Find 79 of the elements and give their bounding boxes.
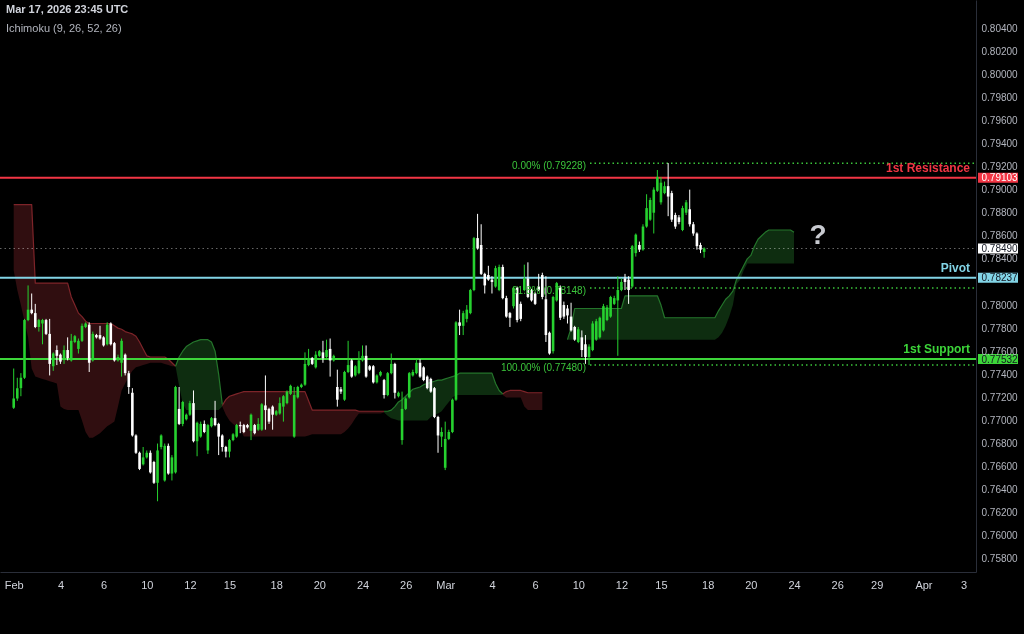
y-tick-label: 0.79400 xyxy=(981,137,1019,149)
x-tick-label: 6 xyxy=(101,578,108,591)
y-tick-label: 0.78000 xyxy=(981,299,1019,311)
x-tick-label: 15 xyxy=(655,578,668,591)
candlestick xyxy=(627,275,630,305)
y-tick-label: 0.78237 xyxy=(981,272,1019,284)
x-tick-label: 10 xyxy=(572,578,585,591)
x-tick-label: Mar xyxy=(436,578,456,591)
candlestick xyxy=(389,353,393,375)
x-tick-label: 20 xyxy=(313,578,326,591)
x-tick-label: 6 xyxy=(532,578,539,591)
y-tick-label: 0.76400 xyxy=(981,484,1019,496)
y-tick-label: 0.75800 xyxy=(981,553,1019,565)
x-tick-label: 12 xyxy=(184,578,197,591)
y-tick-label: 0.79200 xyxy=(981,161,1019,173)
y-tick-label: 0.76000 xyxy=(981,530,1019,542)
candlestick xyxy=(16,377,19,402)
y-tick-label: 0.77000 xyxy=(981,414,1019,426)
x-tick-label: 10 xyxy=(141,578,154,591)
y-tick-label: 0.76600 xyxy=(981,461,1019,473)
y-tick-label: 0.78490 xyxy=(981,242,1019,254)
candlestick xyxy=(458,309,461,336)
candlestick xyxy=(30,293,33,315)
candlestick xyxy=(336,369,339,408)
candlestick xyxy=(51,351,55,372)
candlestick xyxy=(12,368,15,410)
x-tick-label: 24 xyxy=(356,578,370,591)
y-tick-label: 0.76800 xyxy=(981,438,1019,450)
x-tick-label: 29 xyxy=(871,578,884,591)
y-tick-label: 0.78400 xyxy=(981,253,1019,265)
y-tick-label: 0.80000 xyxy=(981,68,1019,80)
candlestick xyxy=(33,303,37,329)
candlestick xyxy=(271,404,274,431)
x-tick-label: 4 xyxy=(57,578,65,591)
x-tick-label: Feb xyxy=(4,578,24,591)
y-tick-label: 0.79000 xyxy=(981,184,1019,196)
annotation: ? xyxy=(809,219,827,250)
y-tick-label: 0.77532 xyxy=(981,353,1019,365)
candlestick xyxy=(584,334,587,365)
y-tick-label: 0.78800 xyxy=(981,207,1019,219)
x-tick-label: 26 xyxy=(831,578,844,591)
candlestick xyxy=(609,295,612,319)
y-tick-label: 0.79600 xyxy=(981,114,1019,126)
ref-line-label: 0.00% (0.79228) xyxy=(512,160,586,172)
candlestick xyxy=(120,338,123,378)
y-tick-label: 0.79800 xyxy=(981,91,1019,103)
y-tick-label: 0.80400 xyxy=(981,22,1019,34)
ref-line-label: 100.00% (0.77480) xyxy=(500,362,586,374)
y-tick-label: 0.79103 xyxy=(981,172,1019,184)
y-tick-label: 0.77400 xyxy=(981,368,1019,380)
candlestick xyxy=(325,339,328,359)
ref-line-label: Pivot xyxy=(940,260,970,275)
x-tick-label: 12 xyxy=(615,578,629,591)
y-tick-label: 0.77800 xyxy=(981,322,1019,334)
x-tick-label: 18 xyxy=(702,578,715,591)
text: Ichimoku (9, 26, 52, 26) xyxy=(6,22,122,34)
x-tick-label: Apr xyxy=(915,578,933,591)
x-tick-label: 3 xyxy=(960,578,968,591)
candlestick xyxy=(494,265,497,289)
y-tick-label: 0.78600 xyxy=(981,230,1019,242)
candlestick xyxy=(41,318,44,345)
candlestick xyxy=(264,374,267,431)
y-tick-label: 0.77200 xyxy=(981,391,1019,403)
x-tick-label: 18 xyxy=(270,578,283,591)
chart-title: Mar 17, 2026 23:45 UTC xyxy=(6,3,129,15)
candlestick xyxy=(282,394,285,423)
ref-line-label: 1st Support xyxy=(903,342,970,357)
ref-line-label: 1st Resistance xyxy=(885,160,971,175)
candlestick xyxy=(66,336,69,361)
x-tick-label: 20 xyxy=(745,578,758,591)
candlestick xyxy=(440,426,443,448)
x-tick-label: 4 xyxy=(489,578,496,591)
candlestick xyxy=(69,333,73,363)
y-tick-label: 0.80200 xyxy=(981,45,1019,57)
y-tick-label: 0.76200 xyxy=(981,507,1019,519)
x-tick-label: 15 xyxy=(223,578,237,591)
x-tick-label: 24 xyxy=(788,578,801,591)
x-tick-label: 26 xyxy=(400,578,413,591)
candlestick xyxy=(688,189,692,228)
